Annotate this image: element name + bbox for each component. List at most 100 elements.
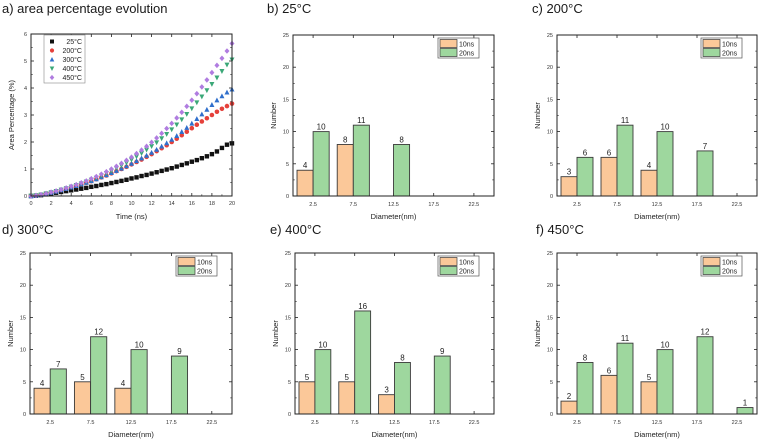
legend-marker — [49, 74, 55, 81]
x-tick-label: 10 — [128, 201, 134, 207]
data-point — [139, 151, 145, 157]
bar-20ns — [616, 342, 634, 415]
bar-value-label: 3 — [567, 168, 572, 177]
legend-label: 20ns — [722, 269, 738, 276]
legend-swatch — [439, 48, 458, 57]
data-point — [38, 191, 44, 198]
data-point — [174, 115, 180, 121]
bar-10ns — [73, 381, 92, 415]
plot-frame — [29, 252, 233, 415]
data-point — [89, 184, 94, 190]
bar-value-label: 3 — [384, 386, 389, 395]
x-tick-label: 2.5 — [311, 420, 319, 426]
legend-swatch — [702, 266, 721, 275]
data-point — [154, 135, 160, 141]
y-tick-label: 10 — [547, 130, 553, 136]
y-tick-label: 5 — [24, 59, 27, 65]
data-point — [189, 106, 195, 112]
data-point — [219, 69, 225, 74]
data-point — [118, 165, 124, 171]
data-point — [219, 55, 225, 62]
plot-frame — [294, 252, 495, 415]
x-tick-label: 12.5 — [126, 420, 137, 426]
data-point — [154, 146, 160, 152]
data-point — [199, 111, 205, 117]
y-tick-label: 15 — [547, 315, 553, 321]
bar-10ns — [560, 400, 578, 415]
x-tick-label: 7.5 — [87, 420, 95, 426]
data-point — [189, 159, 194, 164]
legend-swatch — [177, 266, 196, 275]
data-point — [184, 124, 190, 130]
panel-d: 0 5 10 15 20 25 2.5 4 7 7.5 5 12 12.5 4 10 17.5 9 22.5 d) … — [2, 222, 233, 439]
data-point — [214, 62, 220, 69]
bar-value-label: 11 — [621, 334, 630, 343]
bar-20ns — [576, 156, 594, 197]
data-point — [93, 173, 99, 180]
data-point — [68, 183, 74, 190]
data-point — [124, 177, 129, 182]
bar-20ns — [352, 124, 370, 197]
y-tick-label: 5 — [550, 380, 553, 386]
data-point — [184, 111, 190, 117]
data-point — [114, 179, 119, 185]
bar-20ns — [656, 349, 674, 415]
bar-20ns — [696, 336, 714, 415]
x-axis-label: Diameter(nm) — [372, 430, 418, 439]
y-tick-label: 0 — [286, 194, 289, 200]
data-point — [58, 186, 64, 193]
data-point — [184, 161, 189, 166]
data-point — [204, 77, 210, 83]
y-tick-label: 20 — [547, 65, 553, 71]
x-tick-label: 17.5 — [692, 202, 703, 208]
x-tick-label: 12 — [149, 201, 155, 207]
data-point — [189, 97, 195, 103]
data-point — [164, 131, 170, 137]
bar-value-label: 8 — [343, 135, 348, 144]
data-point — [123, 157, 129, 164]
data-point — [149, 144, 155, 150]
x-tick-label: 22.5 — [469, 202, 480, 208]
x-tick-label: 12.5 — [389, 420, 400, 426]
y-tick-label: 5 — [286, 162, 289, 168]
data-point — [174, 133, 180, 138]
data-point — [179, 132, 185, 138]
data-point — [219, 145, 225, 151]
data-point — [123, 163, 129, 169]
x-tick-label: 6 — [90, 201, 93, 207]
data-point — [63, 185, 69, 191]
legend-marker — [50, 39, 54, 44]
y-axis-label: Number — [271, 320, 280, 347]
bar-20ns — [354, 310, 372, 415]
y-axis-label: Number — [533, 102, 542, 129]
x-tick-label: 16 — [189, 201, 195, 207]
data-point — [204, 154, 210, 159]
data-point — [214, 97, 220, 103]
x-axis-label: Diameter(nm) — [634, 212, 680, 221]
data-point — [134, 158, 140, 164]
legend-label: 300°C — [62, 56, 82, 64]
legend-swatch — [702, 39, 721, 48]
y-tick-label: 20 — [547, 283, 553, 289]
legend: 10ns 20ns — [700, 37, 743, 59]
bar-value-label: 12 — [701, 328, 710, 337]
y-tick-label: 0 — [288, 412, 291, 418]
bar-value-label: 6 — [583, 148, 588, 157]
x-tick-label: 17.5 — [428, 202, 439, 208]
data-point — [204, 106, 210, 112]
data-point — [159, 168, 164, 174]
x-axis-label: Time (ns) — [116, 212, 148, 221]
data-point — [194, 116, 200, 121]
y-tick-label: 10 — [20, 348, 26, 354]
bar-value-label: 11 — [357, 116, 366, 125]
data-point — [78, 179, 84, 186]
data-point — [139, 147, 145, 153]
y-axis-label: Number — [6, 320, 15, 347]
legend: 10ns 20ns — [437, 37, 480, 59]
data-point — [194, 90, 200, 97]
data-point — [108, 166, 114, 172]
bar-value-label: 8 — [399, 135, 404, 144]
bar-10ns — [336, 144, 354, 197]
data-point — [98, 171, 104, 177]
x-tick-label: 12.5 — [652, 202, 663, 208]
